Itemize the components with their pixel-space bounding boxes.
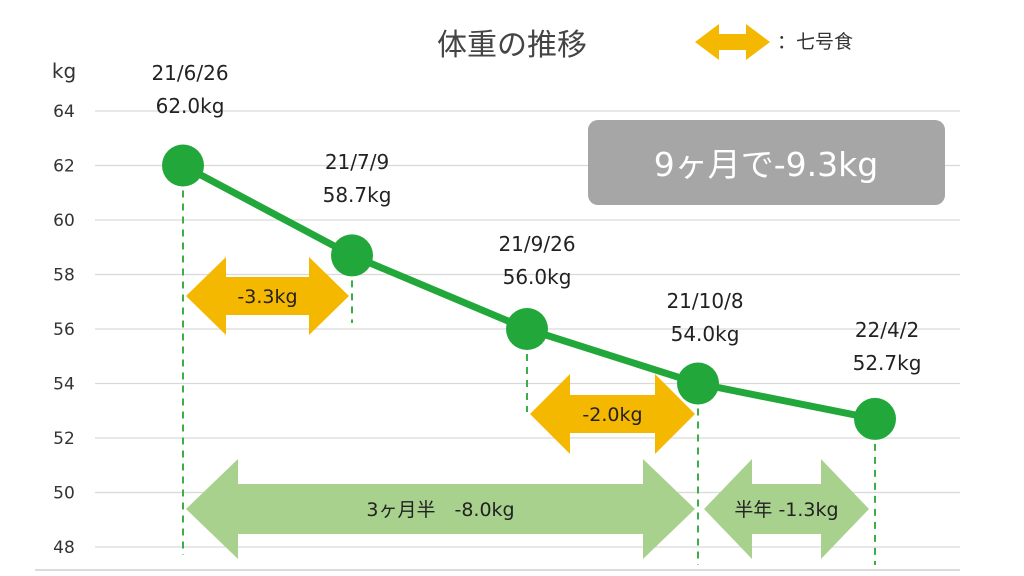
annotation-label: -3.3kg [237,286,297,308]
annotation-label: -2.0kg [582,404,642,426]
point-date-label: 21/10/8 [666,289,743,313]
legend-label: ：七号食 [777,31,853,53]
y-tick-label: 60 [53,211,75,231]
annotation-arrow [704,459,869,559]
annotation-arrow [186,257,349,335]
point-labels: 21/6/26 62.0kg 21/7/9 58.7kg 21/9/26 56.0kg 21… [151,61,921,375]
point-date-label: 21/6/26 [151,61,228,85]
y-tick-label: 62 [53,157,75,177]
summary-box: 9ヶ月で-9.3kg [588,120,945,205]
data-point [677,362,719,405]
y-tick-label: 50 [53,484,75,504]
point-date-label: 21/9/26 [498,232,575,256]
legend: ：七号食 [695,24,853,60]
y-axis-label: kg [52,59,76,83]
summary-box-text: 9ヶ月で-9.3kg [654,145,878,184]
point-value-label: 52.7kg [853,351,922,375]
y-tick-label: 56 [53,320,75,340]
point-date-label: 22/4/2 [855,318,919,342]
legend-arrow-icon [695,24,770,60]
y-tick-label: 52 [53,429,75,449]
annotations: -3.3kg -2.0kg 3ヶ月半 -8.0kg 半年 -1.3kg [186,257,869,559]
series-weight [162,144,896,440]
point-date-label: 21/7/9 [325,150,389,174]
annotation-arrow [530,374,695,454]
data-point [506,308,548,350]
annotation-label: 半年 -1.3kg [734,499,838,521]
data-point [854,397,896,440]
summary-box-background [588,120,945,205]
data-point [331,234,373,277]
y-tick-label: 58 [53,266,75,286]
point-value-label: 58.7kg [323,183,392,207]
y-tick-labels: 48 50 52 54 56 58 60 62 64 [53,102,75,558]
drop-lines [182,177,876,565]
y-tick-label: 48 [53,538,75,558]
annotation-label: 3ヶ月半 -8.0kg [366,499,514,521]
point-value-label: 54.0kg [671,322,740,346]
annotation-arrow [186,459,695,559]
chart-title: 体重の推移 [437,28,587,63]
point-value-label: 62.0kg [156,94,225,118]
point-value-label: 56.0kg [503,265,572,289]
data-point [162,144,204,187]
y-tick-label: 64 [53,102,75,122]
y-tick-label: 54 [53,375,75,395]
